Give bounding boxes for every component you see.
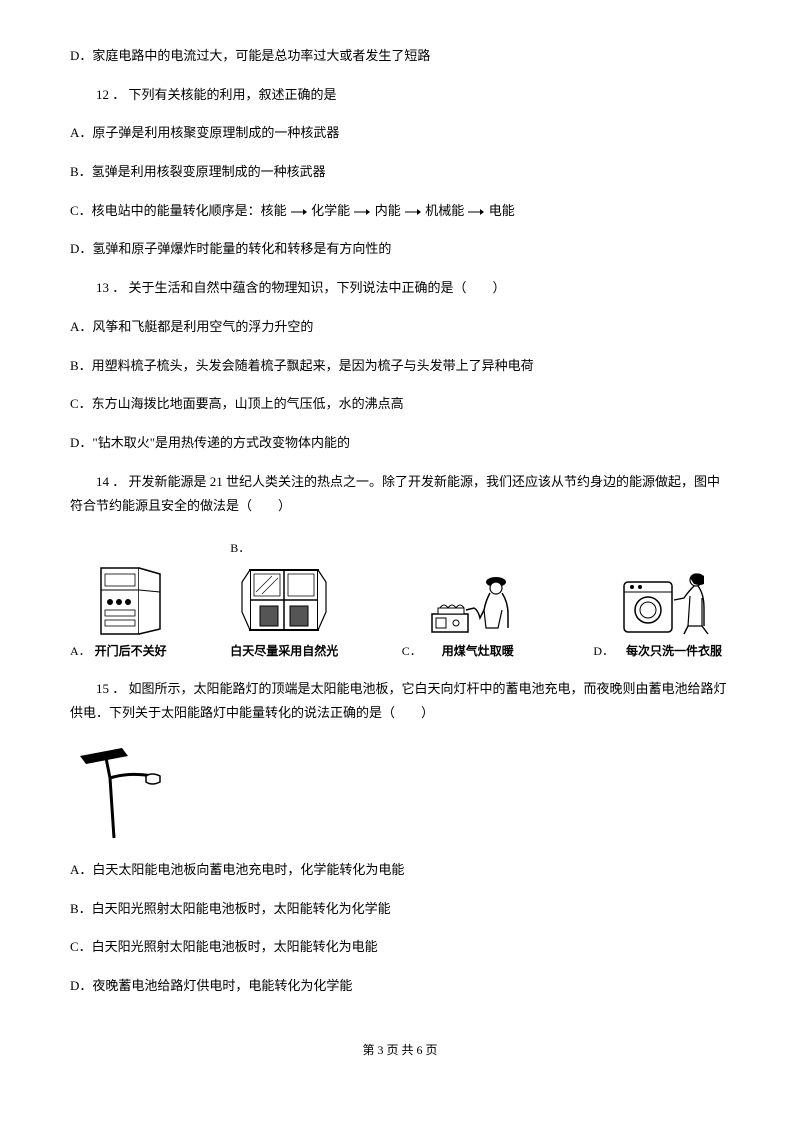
q15-stem: 15 ． 如图所示，太阳能路灯的顶端是太阳能电池板，它白天向灯杆中的蓄电池充电，… (70, 677, 730, 726)
q14-b-letter: B． (230, 537, 250, 560)
q12-stem: 12 ． 下列有关核能的利用，叙述正确的是 (70, 83, 730, 108)
q12c-m3: 机械能 (425, 203, 464, 218)
q15-num: 15 ． (96, 681, 125, 696)
q14-option-c-group: C． 用煤气灶取暖 (402, 570, 530, 663)
q13-option-a: A．风筝和飞艇都是利用空气的浮力升空的 (70, 315, 730, 340)
q12c-end: 电能 (489, 203, 515, 218)
q13-option-d: D．"钻木取火"是用热传递的方式改变物体内能的 (70, 431, 730, 456)
q14-option-d-group: D． (593, 568, 730, 663)
q12-text: 下列有关核能的利用，叙述正确的是 (129, 87, 337, 102)
solar-streetlamp-icon (70, 742, 180, 842)
q14-option-b-group: B． 白天尽量采用自然光 (230, 537, 338, 663)
q14-a-letter: A． (70, 640, 91, 663)
window-light-icon (232, 562, 336, 640)
q12c-pre: C．核电站中的能量转化顺序是：核能 (70, 203, 287, 218)
q15-option-d: D．夜晚蓄电池给路灯供电时，电能转化为化学能 (70, 974, 730, 999)
q15-option-b: B．白天阳光照射太阳能电池板时，太阳能转化为化学能 (70, 897, 730, 922)
q14-c-caption: 用煤气灶取暖 (426, 640, 530, 663)
q13-text: 关于生活和自然中蕴含的物理知识，下列说法中正确的是（ ） (129, 280, 506, 295)
q14-option-a-group: A． 开门后不关好 (70, 562, 167, 663)
q14-image-options: A． 开门后不关好 (70, 537, 730, 663)
q14-b-caption: 白天尽量采用自然光 (230, 640, 338, 663)
fridge-open-icon (95, 562, 167, 640)
q13-option-b: B．用塑料梳子梳头，头发会随着梳子飘起来，是因为梳子与头发带上了异种电荷 (70, 354, 730, 379)
q15-option-c: C．白天阳光照射太阳能电池板时，太阳能转化为电能 (70, 935, 730, 960)
q14-d-caption: 每次只洗一件衣服 (618, 640, 730, 663)
q15-figure (70, 742, 730, 842)
q12c-m1: 化学能 (311, 203, 350, 218)
q12-option-a: A．原子弹是利用核聚变原理制成的一种核武器 (70, 121, 730, 146)
q12-option-b: B．氢弹是利用核裂变原理制成的一种核武器 (70, 160, 730, 185)
page-content: D．家庭电路中的电流过大，可能是总功率过大或者发生了短路 12 ． 下列有关核能… (0, 0, 800, 1081)
q14-text: 开发新能源是 21 世纪人类关注的热点之一。除了开发新能源，我们还应该从节约身边… (70, 474, 720, 514)
q12-option-c: C．核电站中的能量转化顺序是：核能 化学能 内能 机械能 电能 (70, 199, 730, 224)
q13-stem: 13 ． 关于生活和自然中蕴含的物理知识，下列说法中正确的是（ ） (70, 276, 730, 301)
q14-stem: 14 ． 开发新能源是 21 世纪人类关注的热点之一。除了开发新能源，我们还应该… (70, 470, 730, 519)
q13-option-c: C．东方山海拨比地面要高，山顶上的气压低，水的沸点高 (70, 392, 730, 417)
q14-num: 14 ． (96, 474, 129, 489)
q12-num: 12 ． (96, 87, 125, 102)
page-footer: 第 3 页 共 6 页 (70, 1039, 730, 1062)
q12-option-d: D．氢弹和原子弹爆炸时能量的转化和转移是有方向性的 (70, 237, 730, 262)
q15-text: 如图所示，太阳能路灯的顶端是太阳能电池板，它白天向灯杆中的蓄电池充电，而夜晚则由… (70, 681, 727, 721)
arrow-icon (404, 207, 422, 217)
q11-option-d: D．家庭电路中的电流过大，可能是总功率过大或者发生了短路 (70, 44, 730, 69)
q15-option-a: A．白天太阳能电池板向蓄电池充电时，化学能转化为电能 (70, 858, 730, 883)
q12c-m2: 内能 (375, 203, 401, 218)
arrow-icon (290, 207, 308, 217)
q14-c-letter: C． (402, 640, 422, 663)
q13-num: 13 ． (96, 280, 125, 295)
q14-d-letter: D． (593, 640, 614, 663)
arrow-icon (467, 207, 485, 217)
arrow-icon (353, 207, 371, 217)
gas-stove-person-icon (426, 570, 530, 640)
washing-machine-person-icon (618, 568, 730, 640)
q14-a-caption: 开门后不关好 (95, 640, 167, 663)
